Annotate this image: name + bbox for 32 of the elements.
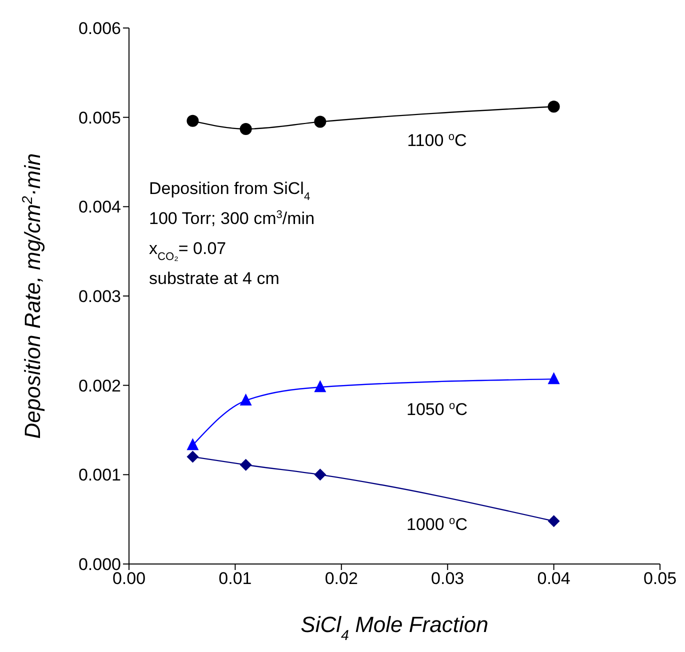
point <box>186 438 199 450</box>
x-axis-title: SiCl$_{4}$ Mole Fraction <box>300 612 488 644</box>
y-tick-label: 0.004 <box>78 198 121 217</box>
point <box>240 122 252 135</box>
y-tick-label: 0.002 <box>78 376 121 396</box>
series-label: 1000 $^{o}$C <box>406 514 468 534</box>
series-label: 1100 $^{o}$C <box>407 131 467 150</box>
x-tick-label: 0.02 <box>324 569 358 588</box>
annotation: substrate at 4 cm <box>149 269 280 288</box>
point <box>548 515 560 528</box>
annotation: x$_{CO₂}$= 0.07 <box>149 239 226 264</box>
point <box>548 100 560 113</box>
y-tick-label: 0.006 <box>78 19 121 38</box>
annotation: 100 Torr; 300 cm$^{3}$/min <box>149 209 315 228</box>
x-tick-label: 0.05 <box>643 569 677 588</box>
annotation: Deposition from SiCl$_{4}$ <box>149 179 310 204</box>
point <box>240 394 252 406</box>
x-tick-label: 0.03 <box>431 569 464 588</box>
y-tick-label: 0.005 <box>78 108 121 128</box>
point <box>314 380 326 392</box>
point <box>314 116 326 128</box>
x-tick-label: 0.01 <box>218 569 252 588</box>
point <box>186 114 199 127</box>
y-tick-label: 0.003 <box>78 287 121 306</box>
series-label: 1050 $^{o}$C <box>406 400 468 420</box>
point <box>548 372 560 384</box>
y-tick-label: 0.001 <box>78 466 121 485</box>
point <box>240 458 252 471</box>
x-tick-label: 0.00 <box>112 569 146 588</box>
x-tick-label: 0.04 <box>537 569 570 588</box>
point <box>186 450 199 463</box>
point <box>314 468 326 481</box>
